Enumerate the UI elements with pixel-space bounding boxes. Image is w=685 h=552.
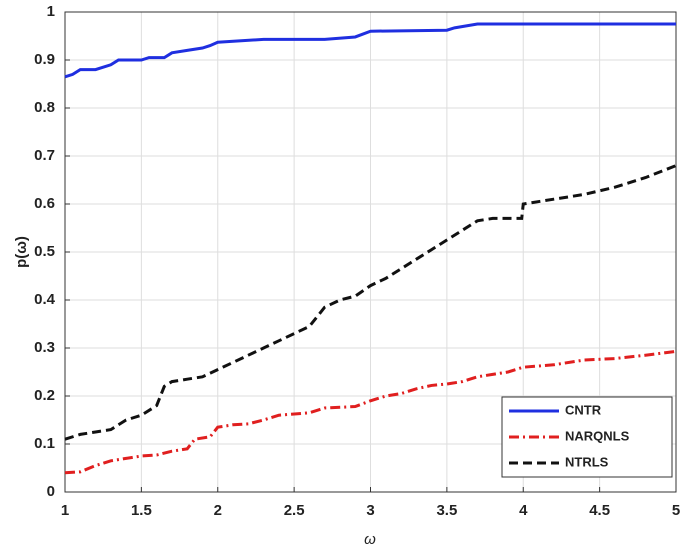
x-tick-label: 3 [366,502,374,519]
x-tick-label: 4.5 [589,502,610,519]
y-axis-label: p(ω) [13,236,30,268]
y-tick-label: 1 [47,3,55,20]
y-tick-label: 0.5 [34,243,55,260]
series-line [64,22,676,79]
series-line [64,349,677,475]
legend-label: NTRLS [565,454,609,469]
series-line [64,164,677,441]
x-tick-label: 1.5 [131,502,152,519]
legend-label: NARQNLS [565,428,630,443]
x-tick-label: 2.5 [284,502,305,519]
plot-frame [64,11,677,493]
x-axis-label: ω [364,531,376,548]
x-tick-label: 2 [214,502,222,519]
y-tick-label: 0.3 [34,339,55,356]
x-tick-label: 1 [61,502,69,519]
y-tick-label: 0.6 [34,195,55,212]
x-tick-label: 5 [672,502,680,519]
y-tick-label: 0.8 [34,99,55,116]
y-tick-label: 0.7 [34,147,55,164]
x-tick-label: 3.5 [436,502,457,519]
y-tick-label: 0.9 [34,51,55,68]
legend-label: CNTR [565,402,602,417]
y-tick-label: 0.1 [34,435,55,452]
x-tick-label: 4 [519,502,528,519]
y-tick-label: 0.2 [34,387,55,404]
y-tick-label: 0 [47,483,55,500]
y-tick-label: 0.4 [34,291,56,308]
